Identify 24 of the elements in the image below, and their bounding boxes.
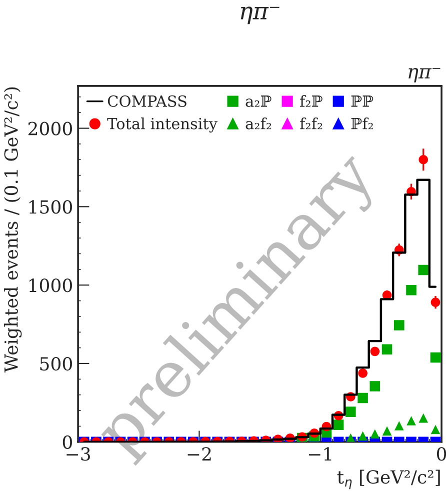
y-tick-label: 0 — [62, 435, 72, 450]
legend-label: Total intensity — [107, 118, 218, 133]
y-axis-title: Weighted events / (0.1 GeV²/c²) — [4, 87, 22, 372]
y-tick-label: 2000 — [28, 122, 72, 136]
y-tick-label: 500 — [40, 356, 72, 371]
chart-title: ηπ⁻ — [240, 6, 280, 24]
legend-label: a₂ℙ — [246, 96, 272, 107]
point — [406, 284, 416, 296]
legend-label: a₂f₂ — [246, 118, 272, 130]
x-axis-title: t$_{η}$ [GeV²/c²] — [337, 470, 440, 490]
point — [382, 344, 392, 355]
point — [418, 264, 429, 276]
legend-label: f₂ℙ — [300, 95, 322, 107]
y-tick-label: 1500 — [29, 200, 72, 214]
y-tick-label: 1000 — [29, 278, 72, 292]
legend-label: ℙℙ — [351, 96, 374, 107]
x-tick-label: −3 — [66, 447, 90, 461]
point — [430, 352, 441, 363]
legend-label: COMPASS — [108, 95, 186, 107]
legend-label: f₂f₂ — [300, 118, 322, 130]
text: ηπ⁻ — [408, 68, 440, 82]
point — [394, 320, 404, 330]
x-tick-label: 0 — [436, 447, 446, 461]
legend-label: ℙf₂ — [351, 118, 373, 130]
